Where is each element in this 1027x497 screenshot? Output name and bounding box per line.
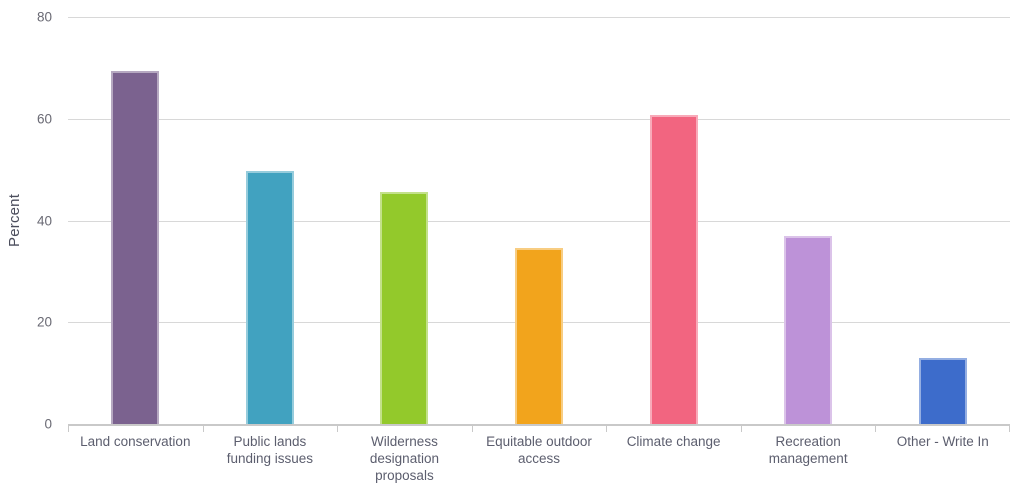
bar-slot-wilderness-designation-proposals: [337, 17, 472, 424]
bar-slot-land-conservation: [68, 17, 203, 424]
x-axis-tick: [202, 424, 204, 432]
x-category-label-other-write-in: Other - Write In: [875, 433, 1010, 484]
bar-slot-public-lands-funding-issues: [203, 17, 338, 424]
bar-slot-equitable-outdoor-access: [472, 17, 607, 424]
y-tick-label-60: 60: [36, 111, 52, 127]
y-tick-label-0: 0: [44, 416, 52, 432]
bar-slot-other-write-in: [875, 17, 1010, 424]
x-axis-tick: [471, 424, 473, 432]
x-category-label-text: Land conservation: [80, 434, 191, 449]
bar-wilderness-designation-proposals[interactable]: [380, 192, 429, 424]
x-category-label-text: Equitable outdoor access: [486, 434, 592, 466]
plot-area: 0 20 40 60 80: [37, 10, 1010, 432]
x-category-label-recreation-management: Recreation management: [741, 433, 876, 484]
x-category-label-land-conservation: Land conservation: [68, 433, 203, 484]
x-category-label-text: Climate change: [626, 434, 721, 449]
x-category-label-text: Public lands funding issues: [226, 434, 314, 466]
x-axis-tick: [68, 424, 69, 432]
x-axis-tick: [1009, 424, 1010, 432]
y-tick-label-20: 20: [36, 314, 52, 330]
x-category-label-climate-change: Climate change: [606, 433, 741, 484]
x-axis-tick: [337, 424, 339, 432]
y-tick-label-40: 40: [36, 213, 52, 228]
bar-public-lands-funding-issues[interactable]: [245, 171, 294, 424]
bar-recreation-management[interactable]: [784, 236, 833, 424]
y-tick-label-80: 80: [36, 9, 52, 25]
bar-climate-change[interactable]: [649, 114, 698, 424]
bars-row: [68, 17, 1010, 424]
bar-slot-climate-change: [606, 17, 741, 424]
bar-other-write-in[interactable]: [918, 357, 967, 424]
x-axis-labels: Land conservation Public lands funding is…: [68, 426, 1010, 484]
x-axis-tick: [606, 424, 608, 432]
x-category-label-equitable-outdoor-access: Equitable outdoor access: [472, 433, 607, 484]
x-category-label-public-lands-funding-issues: Public lands funding issues: [203, 433, 338, 484]
x-category-label-text: Other - Write In: [896, 434, 989, 449]
bar-land-conservation[interactable]: [111, 70, 160, 424]
gridline-60: [68, 118, 1010, 120]
x-category-label-text: Wilderness designation proposals: [369, 434, 439, 483]
x-category-label-text: Recreation management: [768, 434, 848, 466]
bar-equitable-outdoor-access[interactable]: [515, 247, 564, 424]
bar-slot-recreation-management: [741, 17, 876, 424]
x-category-label-wilderness-designation-proposals: Wilderness designation proposals: [337, 433, 472, 484]
gridline-40: [68, 220, 1010, 222]
x-axis-tick: [740, 424, 742, 432]
x-axis-tick: [875, 424, 877, 432]
gridline-80: [68, 17, 1010, 18]
